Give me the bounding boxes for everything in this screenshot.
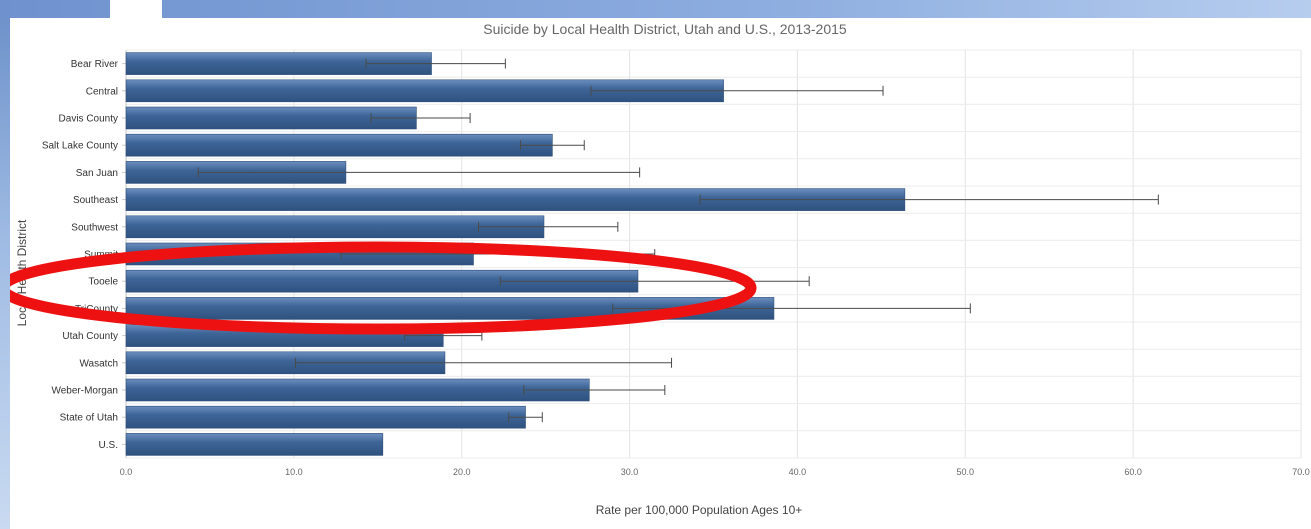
slide-top-band: [0, 0, 1311, 18]
category-label: U.S.: [99, 440, 118, 451]
x-tick-label: 60.0: [1124, 467, 1142, 477]
x-tick-label: 0.0: [120, 467, 133, 477]
slide-top-tab: [110, 0, 162, 18]
category-label: State of Utah: [60, 413, 118, 424]
category-label: Davis County: [59, 114, 118, 125]
x-tick-label: 70.0: [1292, 467, 1310, 477]
bar-chart: Suicide by Local Health District, Utah a…: [10, 21, 1310, 517]
category-label: Central: [86, 86, 118, 97]
category-label: San Juan: [76, 168, 118, 179]
category-label: Bear River: [71, 59, 119, 70]
bar: [125, 405, 526, 429]
category-label: Wasatch: [79, 358, 118, 369]
highlight-ellipse: [10, 241, 757, 335]
bar: [125, 433, 384, 456]
x-tick-label: 30.0: [621, 467, 639, 477]
chart-panel: Suicide by Local Health District, Utah a…: [10, 18, 1311, 529]
x-tick-label: 10.0: [285, 467, 303, 477]
chart-title: Suicide by Local Health District, Utah a…: [483, 21, 847, 37]
bar: [125, 133, 553, 157]
x-tick-label: 50.0: [957, 467, 975, 477]
bar: [125, 378, 590, 402]
category-label: TriCounty: [75, 304, 118, 315]
category-label: Tooele: [89, 277, 119, 288]
category-label: Southeast: [73, 195, 118, 206]
category-label: Salt Lake County: [42, 141, 118, 152]
category-label: Southwest: [71, 222, 118, 233]
x-axis-label: Rate per 100,000 Population Ages 10+: [596, 503, 803, 517]
category-label: Utah County: [62, 331, 118, 342]
x-tick-label: 40.0: [789, 467, 807, 477]
category-label: Weber-Morgan: [51, 386, 118, 397]
x-tick-label: 20.0: [453, 467, 471, 477]
